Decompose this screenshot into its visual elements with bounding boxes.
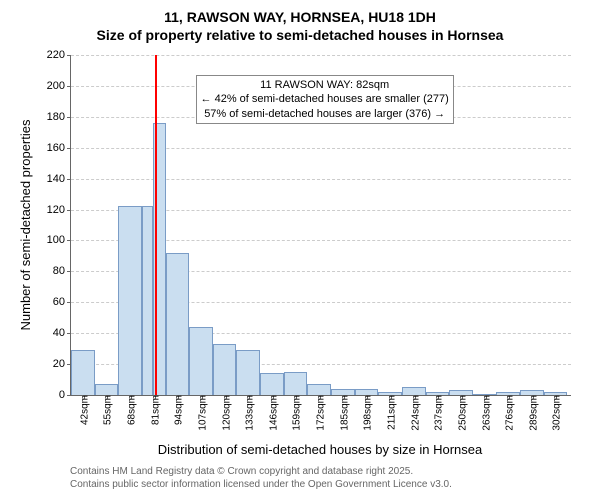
x-tick-label: 211sqm <box>385 395 398 430</box>
y-tick-mark <box>67 179 71 180</box>
title-line1: 11, RAWSON WAY, HORNSEA, HU18 1DH <box>0 8 600 26</box>
x-tick-label: 120sqm <box>219 395 232 431</box>
histogram-bar <box>71 350 95 395</box>
histogram-bar <box>95 384 119 395</box>
y-tick-mark <box>67 117 71 118</box>
y-tick-mark <box>67 271 71 272</box>
annotation-line3: 57% of semi-detached houses are larger (… <box>201 107 449 121</box>
histogram-bar <box>260 373 284 395</box>
x-tick-label: 55sqm <box>101 395 114 425</box>
x-tick-label: 81sqm <box>148 395 161 425</box>
annotation-box: 11 RAWSON WAY: 82sqm← 42% of semi-detach… <box>196 75 454 124</box>
y-tick-mark <box>67 395 71 396</box>
histogram-bar <box>236 350 260 395</box>
histogram-bar <box>118 206 142 395</box>
y-tick-mark <box>67 302 71 303</box>
property-marker-line <box>155 55 157 395</box>
x-tick-label: 263sqm <box>479 395 492 431</box>
x-tick-label: 146sqm <box>266 395 279 431</box>
y-tick-mark <box>67 148 71 149</box>
x-tick-label: 250sqm <box>455 395 468 431</box>
footer-line2: Contains public sector information licen… <box>70 478 452 491</box>
x-tick-label: 94sqm <box>172 395 185 425</box>
y-tick-mark <box>67 333 71 334</box>
histogram-bar <box>189 327 213 395</box>
footer-line1: Contains HM Land Registry data © Crown c… <box>70 465 452 478</box>
grid-line <box>71 55 571 57</box>
x-tick-label: 68sqm <box>125 395 138 425</box>
title-line2: Size of property relative to semi-detach… <box>0 26 600 44</box>
histogram-bar <box>142 206 153 395</box>
annotation-line1: 11 RAWSON WAY: 82sqm <box>201 78 449 92</box>
x-tick-label: 172sqm <box>314 395 327 431</box>
x-axis-label: Distribution of semi-detached houses by … <box>70 442 570 457</box>
grid-line <box>71 148 571 150</box>
histogram-bar <box>284 372 308 395</box>
chart-container: 11, RAWSON WAY, HORNSEA, HU18 1DH Size o… <box>0 0 600 500</box>
plot-area: 02040608010012014016018020022042sqm55sqm… <box>70 55 571 396</box>
x-tick-label: 237sqm <box>432 395 445 431</box>
chart-title: 11, RAWSON WAY, HORNSEA, HU18 1DH Size o… <box>0 0 600 44</box>
x-tick-label: 185sqm <box>337 395 350 431</box>
histogram-bar <box>307 384 331 395</box>
x-tick-label: 42sqm <box>77 395 90 425</box>
y-tick-mark <box>67 240 71 241</box>
grid-line <box>71 179 571 181</box>
x-tick-label: 107sqm <box>195 395 208 431</box>
x-tick-label: 198sqm <box>361 395 374 431</box>
x-tick-label: 276sqm <box>503 395 516 431</box>
x-tick-label: 289sqm <box>526 395 539 431</box>
histogram-bar <box>402 387 426 395</box>
x-tick-label: 302sqm <box>550 395 563 431</box>
y-tick-mark <box>67 210 71 211</box>
histogram-bar <box>213 344 237 395</box>
histogram-bar <box>166 253 190 395</box>
y-tick-mark <box>67 55 71 56</box>
annotation-line2: ← 42% of semi-detached houses are smalle… <box>201 92 449 106</box>
x-tick-label: 224sqm <box>408 395 421 431</box>
x-tick-label: 133sqm <box>243 395 256 431</box>
y-axis-label: Number of semi-detached properties <box>18 120 33 331</box>
footer-attribution: Contains HM Land Registry data © Crown c… <box>70 465 452 491</box>
x-tick-label: 159sqm <box>290 395 303 431</box>
y-tick-mark <box>67 86 71 87</box>
